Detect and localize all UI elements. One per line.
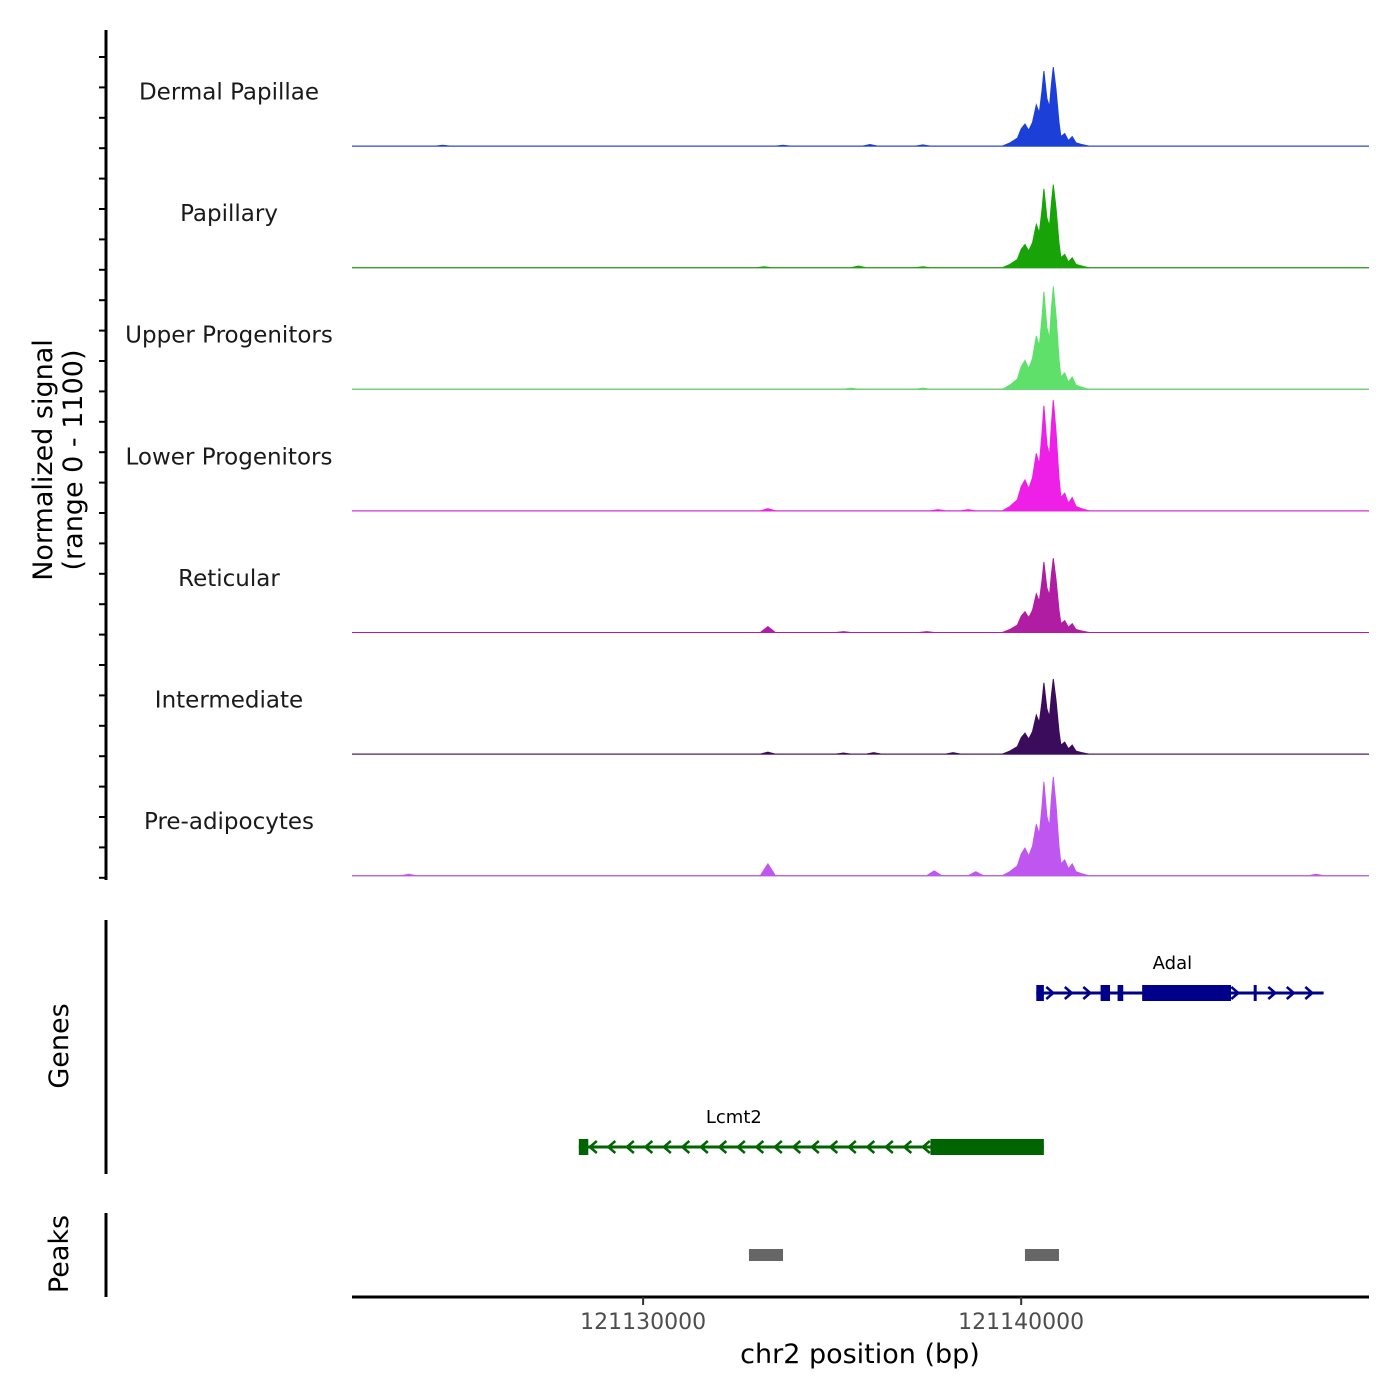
gene-strand-arrow: [1063, 986, 1074, 1000]
track-pre-adipocytes: Pre-adipocytes: [144, 776, 1369, 877]
gene-strand-arrow: [772, 1140, 783, 1154]
x-axis-title: chr2 position (bp): [740, 1339, 980, 1370]
track-papillary: Papillary: [180, 184, 1369, 269]
track-upper-progenitors: Upper Progenitors: [125, 286, 1369, 390]
track-signal-area: [352, 66, 1369, 147]
track-label: Dermal Papillae: [139, 80, 319, 106]
gene-strand-arrow: [920, 1140, 931, 1154]
track-signal-area: [352, 184, 1369, 269]
gene-strand-arrow: [791, 1140, 802, 1154]
y-axis-title: Normalized signal (range 0 - 1100): [28, 339, 89, 581]
gene-strand-arrow: [661, 1140, 672, 1154]
track-signal-area: [352, 400, 1369, 512]
gene-strand-arrow: [865, 1140, 876, 1154]
gene-strand-arrow: [1045, 986, 1056, 1000]
track-label: Lower Progenitors: [126, 444, 333, 470]
track-signal-area: [352, 776, 1369, 877]
track-label: Papillary: [180, 201, 278, 227]
track-lower-progenitors: Lower Progenitors: [126, 400, 1369, 512]
gene-exon: [1036, 985, 1044, 1001]
gene-strand-arrow: [587, 1140, 598, 1154]
track-reticular: Reticular: [178, 558, 1369, 633]
gene-strand-arrow: [1267, 986, 1278, 1000]
x-axis-ticks: 121130000 121140000: [580, 1297, 1084, 1335]
gene-annotations: Adal Lcmt2: [578, 953, 1324, 1155]
gene-strand-arrow: [698, 1140, 709, 1154]
track-signal-area: [352, 558, 1369, 633]
genes-panel-title: Genes: [44, 1003, 75, 1088]
track-label: Reticular: [178, 566, 280, 592]
peaks-panel-title: Peaks: [44, 1215, 75, 1293]
gene-strand-arrow: [1285, 986, 1296, 1000]
gene-strand-arrow: [624, 1140, 635, 1154]
gene-exon: [1117, 985, 1124, 1001]
gene-strand-arrow: [735, 1140, 746, 1154]
coverage-y-axis: [99, 30, 108, 880]
gene-strand-arrow: [643, 1140, 654, 1154]
x-tick-label: 121140000: [958, 1310, 1084, 1335]
gene-strand-arrow: [846, 1140, 857, 1154]
track-label: Pre-adipocytes: [144, 809, 314, 835]
y-axis-title-line2: (range 0 - 1100): [58, 350, 89, 571]
gene-strand-arrow: [606, 1140, 617, 1154]
gene-strand-arrow: [828, 1140, 839, 1154]
track-signal-area: [352, 678, 1369, 755]
gene-exon: [1142, 985, 1232, 1001]
gene-exon: [1100, 985, 1111, 1001]
track-signal-area: [352, 286, 1369, 390]
gene-strand-arrow: [717, 1140, 728, 1154]
gene-strand-arrow: [680, 1140, 691, 1154]
gene-lcmt2: Lcmt2: [578, 1107, 1044, 1155]
gene-strand-arrow: [754, 1140, 765, 1154]
gene-label: Adal: [1153, 953, 1192, 974]
gene-strand-arrow: [1082, 986, 1093, 1000]
gene-exon: [1253, 985, 1257, 1001]
x-tick-label: 121130000: [580, 1310, 706, 1335]
gene-adal: Adal: [1036, 953, 1324, 1001]
gene-strand-arrow: [1304, 986, 1315, 1000]
gene-strand-arrow: [1230, 986, 1241, 1000]
gene-exon: [578, 1139, 589, 1155]
track-intermediate: Intermediate: [155, 678, 1369, 755]
peak-region: [1024, 1249, 1059, 1261]
y-axis-title-line1: Normalized signal: [28, 339, 59, 581]
coverage-tracks: Dermal Papillae Papillary Upper Progenitor…: [125, 66, 1369, 877]
gene-exon: [930, 1139, 1044, 1155]
track-label: Intermediate: [155, 688, 303, 714]
peak-region: [748, 1249, 783, 1261]
track-dermal-papillae: Dermal Papillae: [139, 66, 1369, 147]
track-label: Upper Progenitors: [125, 323, 333, 349]
gene-strand-arrow: [809, 1140, 820, 1154]
gene-strand-arrow: [902, 1140, 913, 1154]
peak-annotations: [748, 1249, 1059, 1261]
gene-strand-arrow: [883, 1140, 894, 1154]
gene-label: Lcmt2: [706, 1107, 762, 1128]
